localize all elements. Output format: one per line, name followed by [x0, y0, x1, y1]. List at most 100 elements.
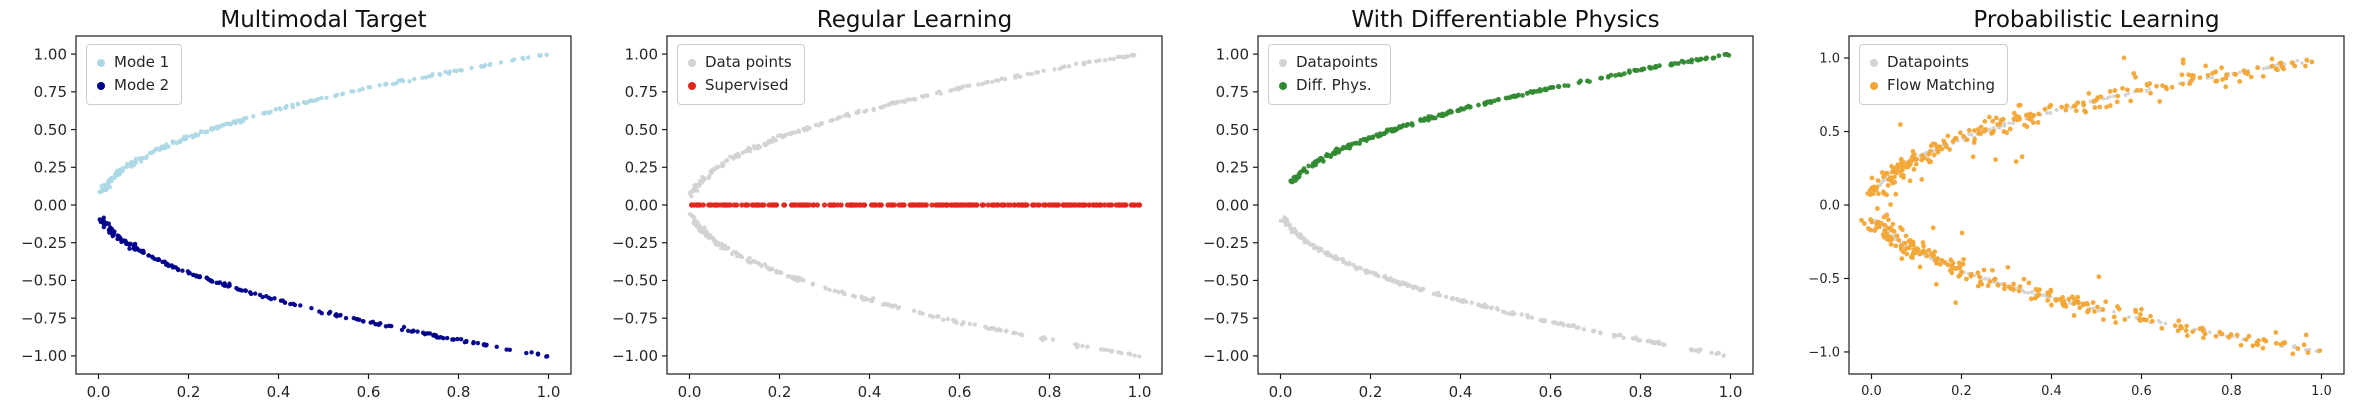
- plot-differentiable-physics: 0.0 0.2 0.4 0.6 0.8 1.0 1.00 0.75 0.50 0.25 0.00 −0…: [1203, 35, 1754, 401]
- legend-marker-dot: [97, 58, 105, 67]
- legend-label: Datapoints: [1296, 53, 1378, 71]
- panel-multimodal-target: Multimodal Target 0.0 0.2 0.4 0.6 0.8 1.0 1.00…: [0, 0, 591, 408]
- y-tick-label: 0.50: [1216, 121, 1249, 139]
- x-tick-label: 1.0: [1719, 383, 1743, 401]
- x-tick-label: 0.8: [1629, 383, 1653, 401]
- y-tick-label: 0.25: [34, 159, 67, 177]
- legend: Datapoints Flow Matching: [1859, 44, 2008, 105]
- y-tick-label: 1.00: [34, 45, 67, 63]
- y-tick-label: 0.50: [625, 121, 658, 139]
- y-tick-label: 0.00: [625, 196, 658, 214]
- x-tick-label: 0.0: [1269, 383, 1293, 401]
- y-tick-label: 0.5: [1819, 125, 1840, 140]
- scatter-series: [1278, 215, 1727, 358]
- legend: Datapoints Diff. Phys.: [1268, 44, 1391, 105]
- y-tick-label: 0.0: [1819, 199, 1840, 214]
- panel-differentiable-physics: With Differentiable Physics 0.0 0.2 0.4 0.6…: [1182, 0, 1773, 408]
- scatter-series: [1872, 218, 2320, 354]
- y-tick-label: −1.00: [1203, 347, 1249, 365]
- legend-label: Supervised: [705, 76, 789, 95]
- panel-title: With Differentiable Physics: [1351, 7, 1660, 33]
- legend-label: Diff. Phys.: [1296, 76, 1372, 95]
- y-tick-label: 1.00: [625, 45, 658, 63]
- y-tick-label: 0.00: [1216, 196, 1249, 214]
- legend: Mode 1 Mode 2: [86, 44, 183, 105]
- y-tick-label: −1.00: [21, 347, 67, 365]
- scatter-series: [1288, 51, 1732, 185]
- x-tick-label: 0.6: [2131, 384, 2152, 399]
- scatter-series: [689, 202, 1143, 208]
- legend: Data points Supervised: [677, 44, 805, 105]
- y-tick-label: 1.0: [1819, 52, 1840, 67]
- legend-marker-dot: [1870, 81, 1878, 90]
- x-tick-label: 0.4: [2041, 384, 2062, 399]
- x-tick-label: 0.2: [768, 383, 792, 401]
- x-tick-label: 0.6: [357, 383, 381, 401]
- y-tick-label: 0.50: [34, 121, 67, 139]
- y-tick-label: −1.00: [612, 347, 658, 365]
- legend-label: Flow Matching: [1887, 76, 1995, 95]
- x-tick-label: 0.4: [267, 383, 291, 401]
- x-tick-label: 0.2: [1359, 383, 1383, 401]
- panel-regular-learning: Regular Learning 0.0 0.2 0.4 0.6 0.8 1.0 1.00 0…: [591, 0, 1182, 408]
- scatter-series: [1865, 55, 2315, 207]
- axes-box: [1257, 35, 1754, 375]
- legend-item: Diff. Phys.: [1279, 74, 1378, 97]
- x-tick-label: 0.8: [2221, 384, 2242, 399]
- x-tick-label: 1.0: [537, 383, 561, 401]
- x-tick-label: 0.6: [948, 383, 972, 401]
- legend-item: Mode 2: [97, 74, 169, 97]
- panel-title: Multimodal Target: [220, 7, 427, 33]
- x-tick-label: 0.6: [1539, 383, 1563, 401]
- x-tick-label: 0.8: [447, 383, 471, 401]
- x-tick-label: 0.4: [1449, 383, 1473, 401]
- y-tick-label: 1.00: [1216, 45, 1249, 63]
- y-tick-label: 0.75: [1216, 83, 1249, 101]
- legend-marker-dot: [688, 81, 696, 90]
- plot-regular-learning: 0.0 0.2 0.4 0.6 0.8 1.0 1.00 0.75 0.50 0.25 0.00 −0…: [612, 35, 1163, 401]
- y-tick-label: −0.50: [21, 272, 67, 290]
- x-tick-label: 0.0: [87, 383, 111, 401]
- panel-title: Probabilistic Learning: [1973, 7, 2220, 33]
- y-tick-label: −0.25: [612, 234, 658, 252]
- legend-label: Mode 2: [114, 76, 170, 95]
- legend-marker-dot: [1279, 81, 1287, 90]
- legend-marker-dot: [97, 81, 105, 90]
- scatter-series: [687, 52, 1137, 199]
- plot-multimodal-target: 0.0 0.2 0.4 0.6 0.8 1.0 1.00 0.75 0.50 0.25 0.00 −0…: [21, 35, 572, 401]
- y-tick-label: 0.25: [1216, 159, 1249, 177]
- y-tick-label: −0.25: [21, 234, 67, 252]
- scatter-series: [1859, 206, 2323, 357]
- legend-label: Data points: [705, 53, 792, 71]
- x-tick-label: 1.0: [1128, 383, 1152, 401]
- x-tick-label: 0.8: [1038, 383, 1062, 401]
- x-tick-label: 0.2: [1951, 384, 1972, 399]
- legend-label: Datapoints: [1887, 53, 1969, 71]
- y-tick-label: −0.50: [612, 272, 658, 290]
- y-tick-label: −0.5: [1808, 272, 1840, 287]
- x-tick-label: 0.4: [858, 383, 882, 401]
- legend-item: Datapoints: [1870, 51, 1995, 74]
- legend-label: Mode 1: [114, 53, 170, 71]
- axes-box: [1848, 35, 2345, 375]
- x-tick-label: 0.2: [177, 383, 201, 401]
- legend-item: Data points: [688, 51, 792, 74]
- x-tick-label: 0.0: [1861, 384, 1882, 399]
- x-tick-label: 1.0: [2311, 384, 2332, 399]
- y-tick-label: 0.25: [625, 159, 658, 177]
- y-tick-label: −0.50: [1203, 272, 1249, 290]
- scatter-series: [687, 212, 1142, 359]
- legend-item: Datapoints: [1279, 51, 1378, 74]
- legend-marker-dot: [1279, 58, 1287, 67]
- legend-item: Flow Matching: [1870, 74, 1995, 97]
- y-tick-label: −0.75: [21, 309, 67, 327]
- y-tick-label: −0.25: [1203, 234, 1249, 252]
- y-tick-label: 0.75: [34, 83, 67, 101]
- panel-probabilistic-learning: Probabilistic Learning 0.0 0.2 0.4 0.6 0.8 1.…: [1773, 0, 2364, 408]
- y-tick-label: 0.00: [34, 196, 67, 214]
- legend-item: Supervised: [688, 74, 792, 97]
- y-tick-label: 0.75: [625, 83, 658, 101]
- legend-item: Mode 1: [97, 51, 169, 74]
- axes-box: [666, 35, 1163, 375]
